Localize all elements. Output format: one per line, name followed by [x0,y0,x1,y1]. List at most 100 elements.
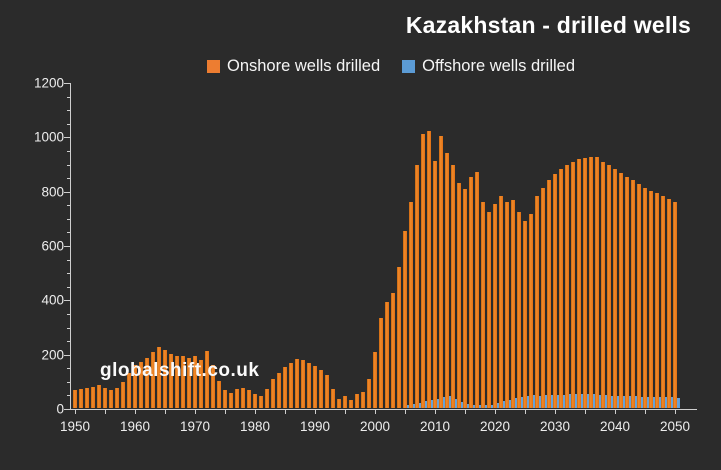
onshore-bar [355,394,359,408]
onshore-bar [337,398,341,408]
x-axis-tick [195,410,196,414]
onshore-bar [541,187,545,408]
onshore-bar [397,266,401,408]
offshore-bar [430,399,434,408]
x-axis-tick-label: 1970 [179,419,211,434]
offshore-bar [412,403,416,408]
offshore-bar [628,396,632,408]
onshore-bar [511,200,515,408]
onshore-bar [469,177,473,408]
x-axis-tick-label: 2010 [419,419,451,434]
onshore-bar [187,357,191,408]
x-axis-tick-label: 2030 [539,419,571,434]
onshore-bar [157,346,161,408]
onshore-bar [163,349,167,408]
y-axis-major-tick [64,191,70,193]
onshore-bar [607,165,611,408]
offshore-bar [598,394,602,408]
y-axis-minor-tick [67,164,70,166]
legend-label-onshore: Onshore wells drilled [227,57,381,75]
y-axis-major-tick [64,246,70,247]
x-axis-tick-label: 2000 [359,419,391,434]
onshore-bar [475,171,479,408]
x-axis-tick [315,410,316,414]
onshore-bar [127,372,131,408]
offshore-bar [454,399,458,408]
offshore-bar [436,398,440,408]
onshore-bar [403,231,407,408]
onshore-bar [361,391,365,408]
offshore-bar [460,401,464,408]
onshore-bar [295,359,299,408]
offshore-bar [442,397,446,408]
offshore-bar [610,395,614,408]
onshore-bar [589,156,593,408]
offshore-bar [544,395,548,408]
offshore-bar [490,404,494,408]
offshore-bar [556,394,560,408]
onshore-bar [223,390,227,408]
onshore-bar [85,388,89,408]
onshore-bar [571,162,575,408]
onshore-bar [247,390,251,408]
x-axis-tick [435,410,436,414]
onshore-bar [409,201,413,408]
onshore-bar [601,162,605,408]
onshore-bar [91,386,95,408]
onshore-bar [427,130,431,408]
onshore-bar [547,179,551,408]
onshore-bar [619,173,623,408]
onshore-bar [211,364,215,408]
onshore-bar [301,360,305,408]
offshore-bar [646,396,650,408]
offshore-bar [574,394,578,408]
offshore-bar [526,395,530,408]
y-axis-tick-label: 400 [41,292,64,308]
x-axis-tick-label: 1960 [119,419,151,434]
x-axis-tick [135,410,136,414]
y-axis-tick-label: 1200 [33,75,64,91]
y-axis-major-tick [64,83,70,84]
offshore-bar [562,394,566,408]
y-axis-minor-tick [67,368,70,370]
onshore-bar [79,388,83,408]
y-axis-minor-tick [67,178,70,180]
offshore-bar [592,394,596,408]
y-axis-major-tick [64,137,70,139]
y-axis-minor-tick [67,313,70,315]
offshore-bar [664,397,668,408]
onshore-bar [625,177,629,408]
onshore-bar [97,384,101,408]
x-axis-tick-label: 2040 [599,419,631,434]
onshore-bar [73,390,77,408]
y-axis-tick-label: 600 [41,238,64,254]
onshore-bar [499,196,503,408]
onshore-bar [553,174,557,408]
x-axis-tick-label: 1980 [239,419,271,434]
onshore-bar [421,133,425,408]
offshore-bar [520,396,524,408]
onshore-bar [631,180,635,408]
onshore-bar [667,199,671,408]
onshore-bar [175,356,179,408]
onshore-bar [367,379,371,408]
offshore-bar [514,397,518,408]
offshore-bar [448,396,452,408]
onshore-bar [535,196,539,408]
onshore-bar [307,363,311,408]
offshore-bar [658,397,662,408]
onshore-bar [649,190,653,408]
onshore-bar [241,387,245,408]
onshore-bar [637,184,641,408]
onshore-bar [439,136,443,408]
onshore-bar [523,220,527,408]
offshore-bar [676,397,680,408]
onshore-bar [577,159,581,408]
offshore-bar [616,395,620,408]
y-axis-minor-tick [67,341,70,343]
onshore-bar [457,182,461,408]
x-axis-tick-label: 2020 [479,419,511,434]
onshore-bar [169,353,173,408]
offshore-bar [418,402,422,408]
onshore-bar [379,318,383,408]
